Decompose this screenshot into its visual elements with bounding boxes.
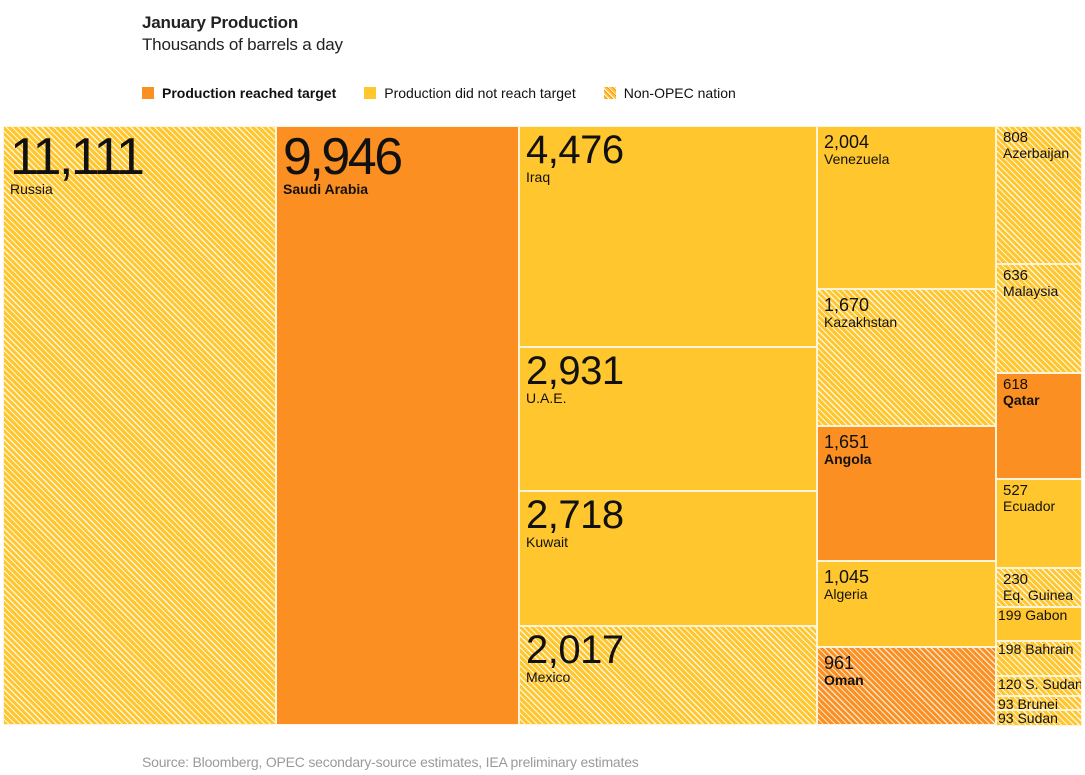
- cell-value-label: 93 Brunei: [998, 696, 1058, 710]
- treemap-cell-gabon: 199 GabonGabon: [996, 607, 1082, 641]
- treemap-cell-algeria: 1,045 Algeria: [817, 561, 996, 647]
- treemap-cell-venezuela: 2,004 Venezuela: [817, 126, 996, 289]
- cell-country-label: Kuwait: [526, 534, 569, 550]
- cell-country-label: Iraq: [526, 169, 551, 185]
- cell-value-label: 198 Bahrain: [998, 641, 1074, 657]
- legend-label-non-opec: Non-OPEC nation: [623, 85, 736, 101]
- treemap-cell-iraq: 4,476 Iraq: [519, 126, 817, 347]
- legend-swatch-not-reached: [364, 87, 377, 99]
- cell-value-label: 120 S. Sudan: [998, 676, 1082, 692]
- treemap-cell-malaysia: 636 Malaysia: [996, 264, 1082, 373]
- cell-value-label: 11,111: [10, 128, 145, 186]
- cell-country-label: Mexico: [526, 669, 571, 685]
- cell-value-label: 961: [824, 653, 855, 673]
- treemap-cell-azerbaijan: 808 Azerbaijan: [996, 126, 1082, 264]
- source-note: Source: Bloomberg, OPEC secondary-source…: [142, 754, 639, 770]
- treemap-cell-qatar: 618 Qatar: [996, 373, 1082, 479]
- legend-item-reached: Production reached target: [142, 85, 336, 101]
- treemap-cell-oman: 961 Oman: [817, 647, 996, 725]
- cell-value-label: 9,946: [283, 128, 403, 186]
- legend: Production reached target Production did…: [142, 84, 764, 102]
- treemap-cell-bahrain: 198 BahrainBahrain: [996, 641, 1082, 676]
- legend-swatch-reached: [142, 87, 154, 99]
- cell-country-label: Algeria: [824, 586, 868, 602]
- cell-value-label: 618: [1003, 376, 1029, 393]
- treemap-cell-russia: 11,111 Russia: [3, 126, 276, 725]
- cell-country-label: Venezuela: [824, 151, 890, 167]
- cell-value-label: 1,651: [824, 432, 870, 452]
- treemap-cell-sudan: 93 SudanSudan: [996, 710, 1082, 726]
- cell-country-label: Ecuador: [1003, 498, 1056, 514]
- cell-value-label: 2,931: [526, 349, 624, 393]
- cell-value-label: 2,718: [526, 493, 624, 537]
- cell-country-label: Qatar: [1003, 392, 1040, 408]
- cell-value-label: 527: [1003, 482, 1029, 499]
- treemap-cell-mexico: 2,017 Mexico: [519, 626, 817, 725]
- cell-country-label: Malaysia: [1003, 283, 1059, 299]
- cell-country-label: U.A.E.: [526, 390, 567, 406]
- cell-value-label: 2,017: [526, 628, 624, 672]
- treemap-cell-kazakhstan: 1,670 Kazakhstan: [817, 289, 996, 426]
- cell-country-label: Oman: [824, 672, 864, 688]
- treemap-cell-brunei: 93 BruneiBrunei: [996, 696, 1082, 710]
- cell-value-label: 4,476: [526, 128, 624, 172]
- cell-country-label: Azerbaijan: [1003, 145, 1070, 161]
- cell-value-label: 230: [1003, 571, 1029, 588]
- treemap-cell-kuwait: 2,718 Kuwait: [519, 491, 817, 626]
- legend-item-non-opec: Non-OPEC nation: [603, 85, 736, 101]
- cell-value-label: 1,045: [824, 567, 870, 587]
- cell-value-label: 808: [1003, 129, 1029, 146]
- legend-item-not-reached: Production did not reach target: [364, 85, 576, 101]
- cell-value-label: 93 Sudan: [998, 710, 1058, 726]
- cell-country-label: Kazakhstan: [824, 314, 898, 330]
- cell-country-label: Saudi Arabia: [283, 181, 369, 197]
- chart-subtitle: Thousands of barrels a day: [142, 35, 343, 54]
- cell-value-label: 636: [1003, 267, 1029, 284]
- legend-swatch-non-opec: [603, 87, 616, 99]
- cell-value-label: 2,004: [824, 132, 870, 152]
- cell-country-label: Russia: [10, 181, 53, 197]
- treemap-cell-u-a-e: 2,931 U.A.E.: [519, 347, 817, 491]
- cell-country-label: Eq. Guinea: [1003, 587, 1074, 603]
- chart-title: January Production: [142, 13, 299, 32]
- cell-country-label: Angola: [824, 451, 872, 467]
- cell-value-label: 1,670: [824, 295, 870, 315]
- treemap-cell-eq-guinea: 230 Eq. Guinea: [996, 568, 1082, 607]
- legend-label-not-reached: Production did not reach target: [384, 85, 576, 101]
- treemap-cell-angola: 1,651 Angola: [817, 426, 996, 561]
- treemap-cell-ecuador: 527 Ecuador: [996, 479, 1082, 568]
- cell-value-label: 199 Gabon: [998, 607, 1068, 623]
- treemap-cell-saudi-arabia: 9,946 Saudi Arabia: [276, 126, 519, 725]
- legend-label-reached: Production reached target: [162, 85, 337, 101]
